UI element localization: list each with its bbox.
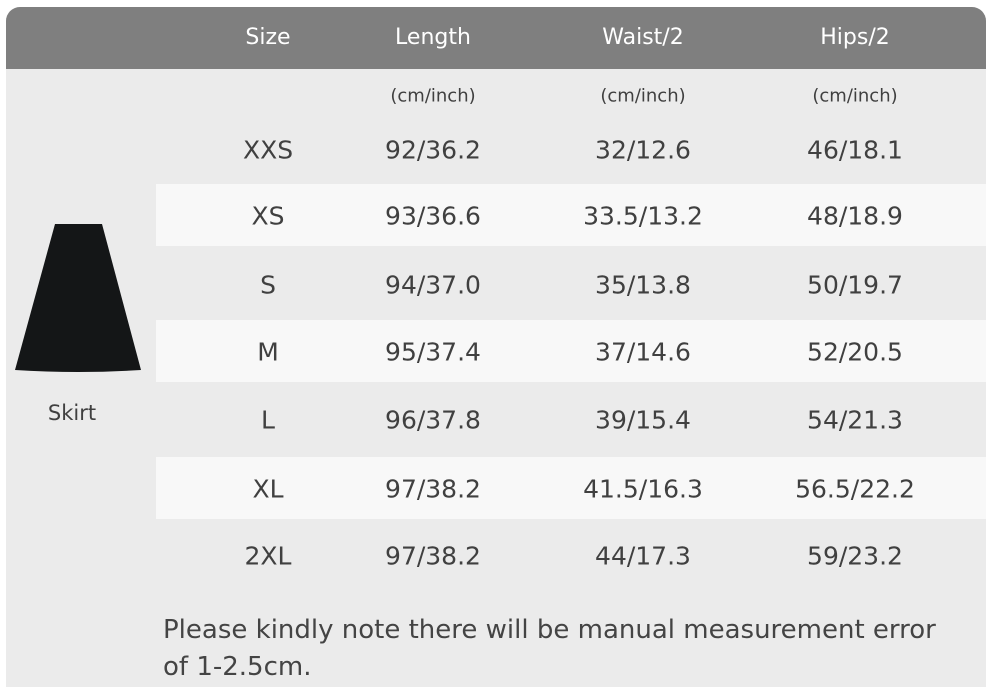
measurement-cell: 92/36.2 <box>385 135 481 165</box>
size-chart: Size Length Waist/2 Hips/2 (cm/inch) (cm/inc… <box>6 7 986 687</box>
table-header: Size Length Waist/2 Hips/2 <box>6 7 986 69</box>
measurement-cell: 37/14.6 <box>595 337 691 367</box>
size-cell: XXS <box>242 135 294 165</box>
column-header: Length <box>395 25 471 50</box>
measurement-cell: 39/15.4 <box>595 405 691 435</box>
size-cell: M <box>257 337 279 367</box>
size-cell: S <box>260 270 276 300</box>
column-header: Size <box>245 25 291 50</box>
row-stripe <box>156 320 986 382</box>
row-stripe <box>156 457 986 519</box>
measurement-cell: 97/38.2 <box>385 541 481 571</box>
size-cell: XL <box>252 474 284 504</box>
measurement-cell: 44/17.3 <box>595 541 691 571</box>
measurement-cell: 95/37.4 <box>385 337 481 367</box>
size-cell: L <box>261 405 275 435</box>
measurement-cell: 48/18.9 <box>807 201 903 231</box>
size-cell: 2XL <box>244 541 292 571</box>
measurement-cell: 32/12.6 <box>595 135 691 165</box>
measurement-cell: 35/13.8 <box>595 270 691 300</box>
unit-label: (cm/inch) <box>812 85 898 107</box>
row-stripe <box>156 184 986 246</box>
measurement-cell: 96/37.8 <box>385 405 481 435</box>
measurement-cell: 54/21.3 <box>807 405 903 435</box>
measurement-cell: 41.5/16.3 <box>583 474 703 504</box>
measurement-cell: 93/36.6 <box>385 201 481 231</box>
measurement-cell: 46/18.1 <box>807 135 903 165</box>
unit-label: (cm/inch) <box>600 85 686 107</box>
measurement-note: Please kindly note there will be manual … <box>163 615 936 682</box>
product-label: Skirt <box>47 401 97 425</box>
unit-label: (cm/inch) <box>390 85 476 107</box>
size-cell: XS <box>251 201 285 231</box>
skirt-icon <box>15 224 141 372</box>
measurement-cell: 94/37.0 <box>385 270 481 300</box>
measurement-cell: 59/23.2 <box>807 541 903 571</box>
measurement-cell: 97/38.2 <box>385 474 481 504</box>
measurement-cell: 56.5/22.2 <box>795 474 915 504</box>
column-header: Hips/2 <box>820 25 890 50</box>
measurement-cell: 52/20.5 <box>807 337 903 367</box>
column-header: Waist/2 <box>602 25 684 50</box>
measurement-cell: 50/19.7 <box>807 270 903 300</box>
measurement-cell: 33.5/13.2 <box>583 201 703 231</box>
